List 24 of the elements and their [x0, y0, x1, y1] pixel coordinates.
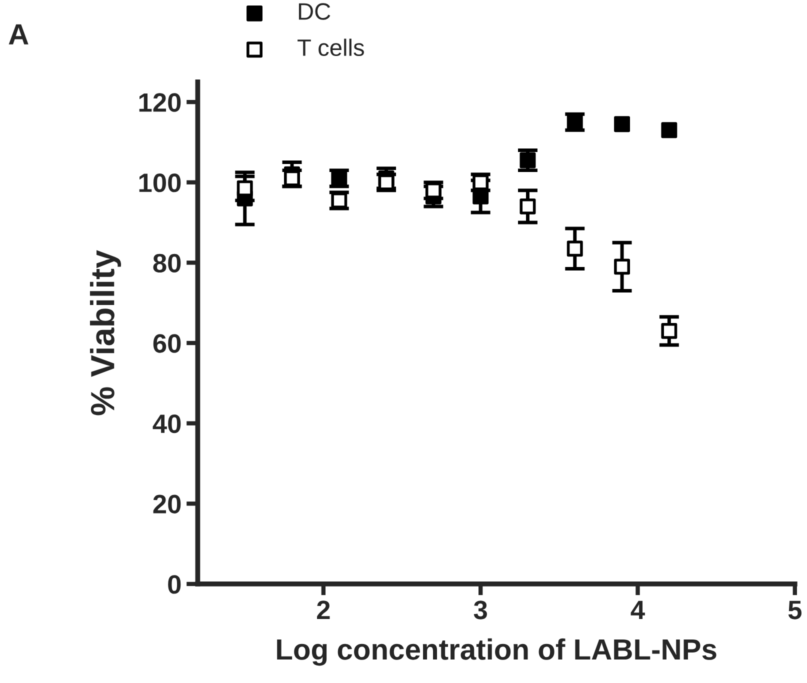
point — [661, 322, 678, 339]
y-tick-label: 0 — [168, 575, 181, 594]
point — [614, 258, 630, 275]
x-axis-title: Log concentration of LABL-NPs — [277, 638, 716, 666]
legend-label: DC — [298, 3, 330, 20]
point — [520, 152, 536, 168]
x-tick-label: 2 — [317, 600, 330, 620]
y-tick-label: 80 — [153, 254, 181, 273]
x-tick-label: 3 — [474, 600, 487, 620]
y-tick-label: 120 — [139, 93, 181, 112]
x-tick-label: 5 — [788, 600, 802, 620]
point — [614, 116, 630, 132]
y-tick-label: 100 — [139, 173, 181, 192]
y-tick-label: 60 — [153, 334, 181, 353]
y-axis-title: % Viability — [90, 250, 122, 416]
y-tick-label: 40 — [152, 414, 181, 434]
y-tick-label: 20 — [153, 494, 181, 514]
point — [661, 122, 678, 138]
chart-title: A — [8, 24, 28, 44]
point — [236, 180, 253, 196]
x-tick-label: 4 — [630, 600, 645, 620]
point — [520, 198, 536, 214]
legend-label: T cells — [298, 38, 364, 56]
point — [566, 240, 583, 257]
